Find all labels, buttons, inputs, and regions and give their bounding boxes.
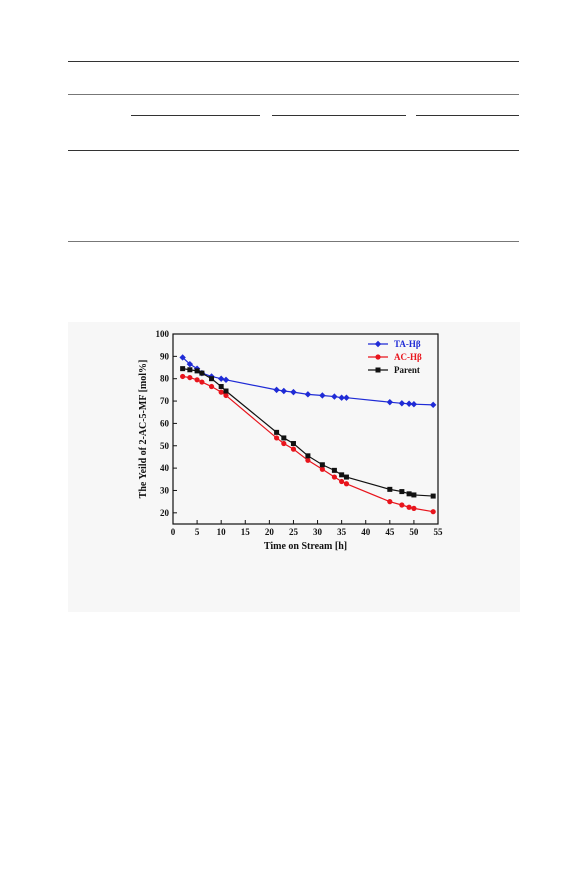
y-axis-label: The Yeild of 2-AC-5-MF [mol%] bbox=[138, 360, 149, 499]
legend-label-2: Parent bbox=[394, 365, 420, 375]
data-point-1-16 bbox=[399, 502, 405, 508]
data-point-2-12 bbox=[331, 467, 337, 473]
data-point-1-2 bbox=[194, 377, 200, 383]
y-tick-label-1: 30 bbox=[160, 485, 170, 495]
plot-frame bbox=[172, 333, 439, 525]
data-point-1-10 bbox=[305, 457, 311, 463]
data-point-1-4 bbox=[208, 383, 215, 390]
data-point-0-1 bbox=[186, 360, 194, 368]
data-point-1-7 bbox=[273, 435, 280, 441]
x-tick-label-2: 10 bbox=[217, 527, 227, 537]
data-point-1-19 bbox=[430, 509, 436, 515]
data-point-1-5 bbox=[218, 389, 224, 395]
x-tick-label-0: 0 bbox=[171, 527, 176, 537]
table-top-rule bbox=[68, 61, 519, 62]
legend-marker-0 bbox=[374, 340, 382, 348]
legend-marker-2 bbox=[375, 367, 381, 373]
x-tick-label-4: 20 bbox=[265, 527, 275, 537]
data-point-0-14 bbox=[343, 394, 350, 401]
data-point-0-7 bbox=[273, 386, 280, 394]
data-point-2-5 bbox=[218, 384, 224, 390]
data-point-2-3 bbox=[199, 370, 205, 376]
data-point-2-1 bbox=[187, 367, 193, 373]
table-subheader-rule-2 bbox=[272, 115, 406, 116]
data-point-2-2 bbox=[194, 368, 200, 374]
data-point-2-13 bbox=[339, 472, 345, 478]
data-point-2-15 bbox=[387, 486, 393, 492]
x-tick-label-10: 50 bbox=[409, 527, 419, 537]
data-point-0-15 bbox=[386, 398, 394, 406]
data-point-2-7 bbox=[274, 429, 280, 435]
data-point-2-8 bbox=[281, 435, 287, 441]
x-axis-label: Time on Stream [h] bbox=[264, 541, 347, 552]
x-tick-label-1: 5 bbox=[195, 527, 200, 537]
x-tick-label-7: 35 bbox=[337, 527, 347, 537]
x-tick-label-8: 40 bbox=[361, 527, 371, 537]
data-point-2-4 bbox=[209, 376, 215, 382]
y-tick-label-2: 40 bbox=[160, 463, 170, 473]
data-point-1-8 bbox=[281, 440, 287, 447]
data-point-2-18 bbox=[411, 492, 417, 498]
data-point-1-1 bbox=[187, 374, 193, 381]
data-point-1-6 bbox=[223, 392, 229, 399]
data-point-1-9 bbox=[290, 446, 297, 452]
data-point-0-12 bbox=[331, 393, 338, 400]
data-point-0-6 bbox=[222, 376, 230, 384]
legend-marker-1 bbox=[375, 354, 381, 360]
x-tick-label-11: 55 bbox=[434, 527, 444, 537]
data-point-1-13 bbox=[339, 478, 345, 485]
data-point-1-17 bbox=[406, 504, 412, 510]
data-point-1-14 bbox=[343, 481, 350, 487]
data-point-2-19 bbox=[430, 493, 436, 499]
data-point-1-12 bbox=[331, 474, 338, 480]
y-tick-label-6: 80 bbox=[160, 374, 170, 384]
x-tick-label-9: 45 bbox=[385, 527, 395, 537]
data-point-1-15 bbox=[387, 499, 393, 505]
data-point-1-11 bbox=[319, 466, 325, 472]
table-body-rule bbox=[68, 150, 519, 151]
y-tick-label-8: 100 bbox=[156, 329, 170, 339]
table-bottom-rule bbox=[68, 241, 519, 242]
data-point-0-13 bbox=[338, 394, 345, 401]
data-point-2-16 bbox=[399, 489, 405, 495]
data-point-0-16 bbox=[398, 400, 406, 407]
data-point-1-3 bbox=[199, 379, 205, 385]
y-tick-label-4: 60 bbox=[160, 418, 170, 428]
data-point-0-8 bbox=[280, 387, 288, 395]
data-point-0-17 bbox=[405, 400, 413, 407]
y-tick-label-7: 90 bbox=[160, 351, 170, 361]
data-point-2-9 bbox=[290, 441, 296, 447]
data-point-0-18 bbox=[410, 400, 418, 408]
data-point-2-17 bbox=[406, 491, 412, 497]
data-point-0-5 bbox=[217, 375, 225, 382]
table-subheader-rule-1 bbox=[131, 115, 260, 116]
table-header-rule bbox=[68, 94, 519, 95]
legend-label-0: TA-Hβ bbox=[394, 339, 421, 349]
data-point-2-6 bbox=[223, 388, 229, 394]
x-tick-label-6: 30 bbox=[313, 527, 323, 537]
y-tick-label-0: 20 bbox=[160, 508, 170, 518]
data-point-2-11 bbox=[319, 462, 325, 468]
data-point-0-19 bbox=[429, 401, 437, 409]
data-point-0-0 bbox=[179, 354, 186, 361]
y-tick-label-5: 70 bbox=[160, 396, 170, 406]
data-point-2-14 bbox=[343, 474, 349, 480]
table-subheader-rule-3 bbox=[416, 115, 519, 116]
x-tick-label-3: 15 bbox=[241, 527, 251, 537]
x-tick-label-5: 25 bbox=[289, 527, 299, 537]
yield-chart: 0 5 10 15 20 25 30 35 40 45 50 55 20 30 40 50 60 70 80 90 10… bbox=[138, 329, 444, 552]
data-point-0-9 bbox=[290, 388, 297, 396]
data-point-1-0 bbox=[180, 373, 186, 380]
figure-panel: 0 5 10 15 20 25 30 35 40 45 50 55 20 30 40 50 60 70 80 90 10… bbox=[68, 322, 520, 612]
y-tick-label-3: 50 bbox=[160, 441, 170, 451]
data-point-2-10 bbox=[305, 453, 311, 459]
data-point-1-18 bbox=[411, 505, 417, 511]
data-point-0-10 bbox=[304, 391, 312, 398]
legend-label-1: AC-Hβ bbox=[394, 352, 422, 362]
data-point-0-11 bbox=[319, 392, 326, 399]
data-point-2-0 bbox=[180, 366, 186, 372]
